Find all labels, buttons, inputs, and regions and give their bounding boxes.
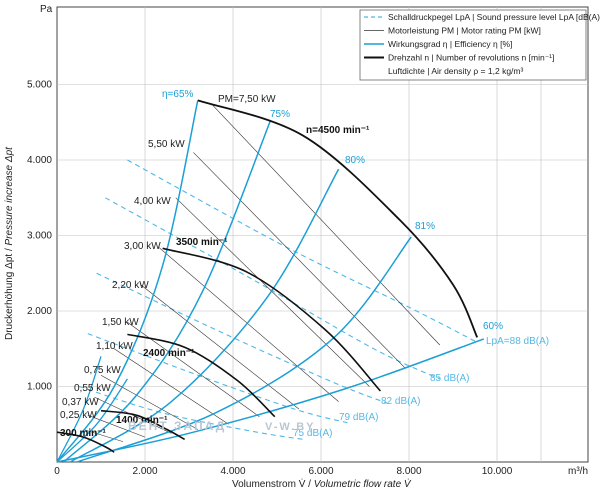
speed-label: 2400 min⁻¹ [143, 348, 195, 359]
x-tick-label: 8.000 [396, 466, 421, 477]
y-tick-label: 4.000 [27, 155, 52, 166]
x-tick-label: 2.000 [132, 466, 157, 477]
x-axis-title: Volumenstrom V̇ / Volumetric flow rate V… [232, 477, 412, 490]
power-label: 1,10 kW [96, 341, 133, 352]
sound-curve [87, 333, 348, 424]
power-curve [100, 374, 198, 430]
watermark: ВЕНТ ЗАПАД [128, 419, 226, 433]
grid-lines [57, 7, 588, 462]
legend-entry: Schalldruckpegel LpA | Sound pressure le… [388, 12, 600, 22]
x-tick-label: 0 [54, 466, 60, 477]
power-label: PM=7,50 kW [218, 94, 276, 105]
power-curve [193, 152, 405, 368]
legend-entry: Motorleistung PM | Motor rating PM [kW] [388, 26, 541, 36]
watermark-url: V-W.BY [265, 421, 316, 433]
power-curve [210, 103, 441, 346]
power-label: 0,25 kW [60, 410, 97, 421]
speed-curve [162, 247, 381, 392]
power-curve [140, 284, 300, 410]
speed-curve [100, 409, 186, 441]
power-label: 0,37 kW [62, 397, 99, 408]
efficiency-curve [69, 168, 340, 463]
efficiency-curve [56, 100, 199, 463]
efficiency-curve [63, 120, 272, 463]
speed-curve [56, 431, 115, 453]
sound-label: 82 dB(A) [381, 396, 420, 407]
efficiency-curve [56, 356, 102, 463]
sound-curve [96, 272, 388, 404]
power-curve [87, 414, 146, 438]
power-curve [127, 322, 260, 417]
speed-label: 1400 min⁻¹ [116, 415, 168, 426]
power-label: 0,75 kW [84, 365, 121, 376]
x-tick-label: 4.000 [220, 466, 245, 477]
y-tick-labels: 1.000 2.000 3.000 4.000 5.000 [27, 80, 52, 393]
efficiency-label: 80% [345, 155, 365, 166]
efficiency-curve [56, 338, 485, 463]
y-axis-title: Druckerhöhung Δpt / Pressure increase Δp… [4, 146, 15, 340]
sound-curve [127, 159, 476, 342]
legend-entry: Luftdichte | Air density ρ = 1,2 kg/m³ [388, 66, 523, 76]
x-tick-label: 6.000 [308, 466, 333, 477]
power-label: 0,55 kW [74, 383, 111, 394]
motor-power-curves [83, 103, 441, 442]
power-curve [94, 396, 172, 434]
y-tick-label: 2.000 [27, 306, 52, 317]
power-label: 2,20 kW [112, 280, 149, 291]
legend: Schalldruckpegel LpA | Sound pressure le… [359, 9, 600, 81]
efficiency-curves [56, 100, 485, 463]
power-label: 4,00 kW [134, 196, 171, 207]
sound-label: 75 dB(A) [293, 428, 332, 439]
speed-label: n=4500 min⁻¹ [306, 125, 370, 136]
speed-curve [197, 99, 479, 338]
curve-annotations: 0,25 kW 0,37 kW 0,55 kW 0,75 kW 1,10 kW 1,50 … [60, 89, 549, 439]
sound-pressure-curves [78, 159, 476, 440]
power-label: 3,00 kW [124, 241, 161, 252]
speed-label: 300 min⁻¹ [60, 428, 107, 439]
y-unit-label: Pa [40, 4, 53, 15]
y-tick-label: 1.000 [27, 382, 52, 393]
y-tick-label: 3.000 [27, 231, 52, 242]
legend-entry: Drehzahl n | Number of revolutions n [mi… [388, 53, 554, 63]
power-curve [175, 197, 370, 387]
power-curve [158, 246, 339, 402]
sound-label: 85 dB(A) [430, 373, 469, 384]
efficiency-curve [56, 378, 128, 463]
speed-label: 3500 min⁻¹ [176, 237, 228, 248]
speed-curves [56, 99, 479, 453]
efficiency-label: 75% [270, 109, 290, 120]
plot-frame [56, 6, 589, 463]
sound-label: 79 dB(A) [339, 412, 378, 423]
x-unit-label: m³/h [568, 466, 588, 477]
legend-box [359, 9, 587, 81]
efficiency-label: η=65% [162, 89, 194, 100]
x-tick-labels: 0 2.000 4.000 6.000 8.000 10.000 [54, 466, 513, 477]
sound-label: LpA=88 dB(A) [486, 336, 549, 347]
speed-curve [127, 333, 276, 418]
power-curve [114, 348, 229, 425]
sound-curve [78, 385, 304, 440]
efficiency-label: 60% [483, 321, 503, 332]
power-label: 5,50 kW [148, 139, 185, 150]
legend-entry: Wirkungsgrad η | Efficiency η [%] [388, 39, 512, 49]
efficiency-curve [76, 236, 412, 463]
x-tick-label: 10.000 [482, 466, 513, 477]
y-tick-label: 5.000 [27, 80, 52, 91]
power-label: 1,50 kW [102, 317, 139, 328]
efficiency-label: 81% [415, 221, 435, 232]
